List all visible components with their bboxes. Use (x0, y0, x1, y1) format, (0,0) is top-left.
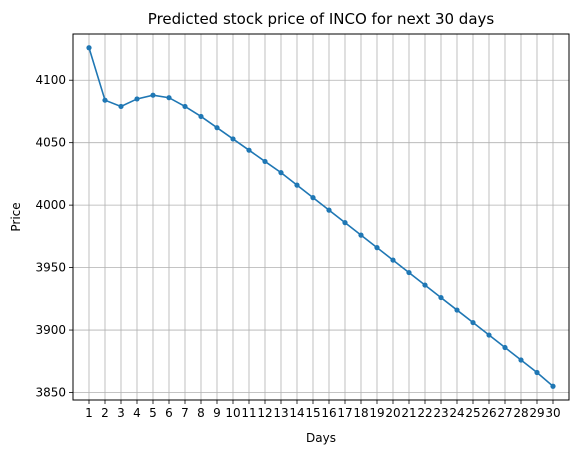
x-tick-label: 14 (289, 406, 304, 420)
y-tick-label: 3900 (35, 323, 66, 337)
data-point (310, 195, 316, 201)
data-point (502, 344, 508, 351)
data-point (454, 307, 460, 313)
x-tick-label: 13 (273, 406, 288, 420)
x-tick-label: 25 (465, 406, 480, 420)
data-point (422, 282, 428, 288)
x-tick-label: 20 (385, 406, 400, 420)
data-point (214, 125, 220, 131)
data-point (534, 369, 540, 376)
data-point (182, 103, 188, 110)
plot-frame (72, 33, 570, 401)
data-point (150, 92, 156, 98)
data-point (550, 383, 556, 389)
x-tick-label: 9 (213, 406, 221, 420)
data-point (198, 113, 204, 120)
data-point (166, 95, 172, 101)
x-tick-label: 1 (85, 406, 93, 420)
data-point (390, 257, 396, 263)
data-point (358, 232, 364, 238)
x-tick-label: 17 (337, 406, 352, 420)
y-axis-ticks: 3850 3900 3950 4000 4050 4100 (35, 73, 73, 400)
x-tick-label: 24 (449, 406, 464, 420)
x-tick-label: 15 (305, 406, 320, 420)
data-point (278, 170, 284, 176)
x-tick-label: 19 (369, 406, 384, 420)
x-tick-label: 29 (529, 406, 544, 420)
data-point (246, 147, 252, 153)
x-tick-label: 8 (197, 406, 205, 420)
data-point (102, 97, 108, 103)
data-point (294, 182, 300, 188)
data-point (86, 45, 92, 51)
data-point (438, 294, 444, 301)
y-tick-label: 4050 (35, 136, 66, 150)
data-point (326, 207, 332, 213)
series-line (88, 47, 554, 387)
x-tick-label: 22 (417, 406, 432, 420)
x-tick-label: 4 (133, 406, 141, 420)
x-tick-label: 28 (513, 406, 528, 420)
x-tick-label: 23 (433, 406, 448, 420)
data-point (230, 136, 236, 142)
data-point (470, 319, 476, 326)
x-tick-label: 21 (401, 406, 416, 420)
x-tick-label: 30 (545, 406, 560, 420)
x-axis-ticks: 1 2 3 4 5 6 7 8 9 10 11 12 13 14 15 16 17 18 19 20 21 22 23 24 2… (85, 400, 561, 420)
data-point (134, 96, 140, 102)
data-point (374, 245, 380, 251)
y-tick-label: 3950 (35, 261, 66, 275)
x-axis-label: Days (306, 431, 336, 445)
y-tick-label: 3850 (35, 386, 66, 400)
data-point (262, 158, 268, 165)
x-tick-label: 5 (149, 406, 157, 420)
x-tick-label: 16 (321, 406, 336, 420)
plot-series (86, 45, 556, 389)
x-tick-label: 10 (225, 406, 240, 420)
x-tick-label: 3 (117, 406, 125, 420)
y-axis-label: Price (9, 202, 23, 231)
data-point (486, 332, 492, 338)
x-tick-label: 2 (101, 406, 109, 420)
data-point (518, 357, 524, 363)
data-point (118, 103, 124, 110)
x-tick-label: 18 (353, 406, 368, 420)
chart-title: Predicted stock price of INCO for next 3… (148, 10, 495, 28)
data-point (342, 220, 348, 226)
x-tick-label: 7 (181, 406, 189, 420)
x-tick-label: 26 (481, 406, 496, 420)
y-tick-label: 4100 (35, 73, 66, 87)
x-tick-label: 12 (257, 406, 272, 420)
y-tick-label: 4000 (35, 198, 66, 212)
x-tick-label: 27 (497, 406, 512, 420)
x-tick-label: 6 (165, 406, 173, 420)
data-point (406, 269, 412, 276)
y-gridlines (73, 79, 569, 393)
x-gridlines (88, 34, 554, 400)
x-tick-label: 11 (241, 406, 256, 420)
